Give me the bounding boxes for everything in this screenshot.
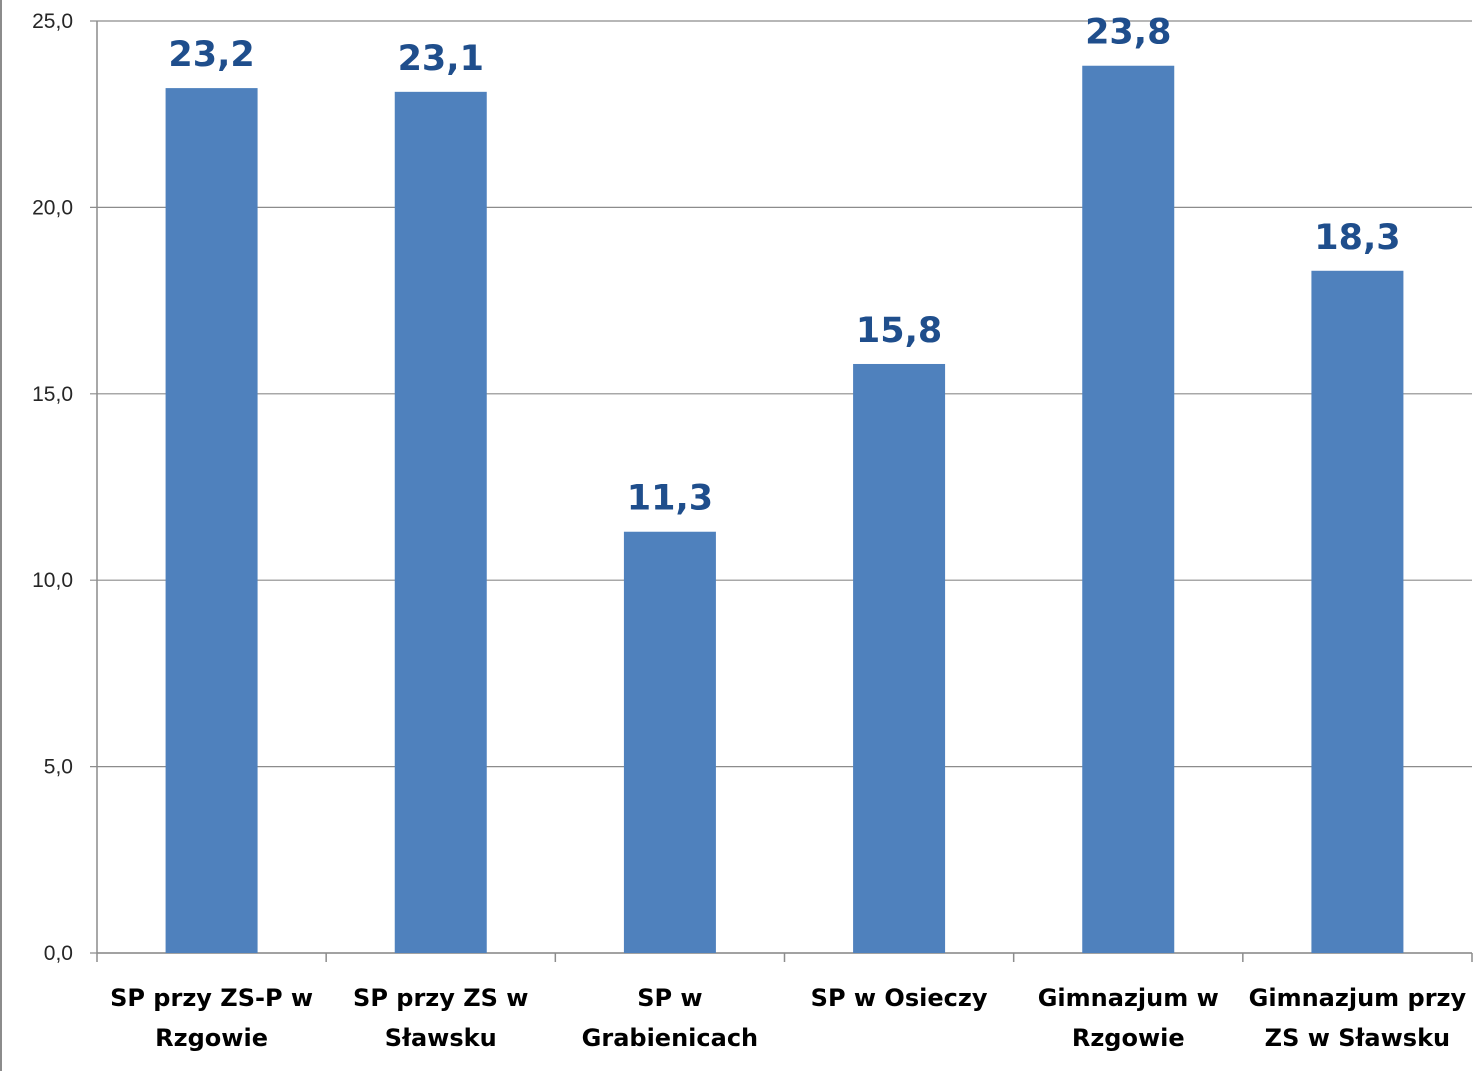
x-category-label-line: Rzgowie [155,1024,268,1052]
x-category-label: Gimnazjum w Rzgowie [1038,984,1219,1052]
labels: 23,2 SP przy ZS-P w Rzgowie 23,1 SP przy ZS … [110,13,1466,1052]
x-category-label: SP przy ZS-P w Rzgowie [110,984,313,1052]
axes: 0,0 5,0 10,0 15,0 20,0 25,0 [32,10,1473,965]
x-category-label: Gimnazjum przy ZS w Sławsku [1249,984,1467,1052]
data-label: 23,8 [1085,13,1171,53]
x-category-label-line: SP przy ZS-P w [110,984,313,1012]
data-label: 15,8 [856,311,942,351]
bar [1082,65,1175,953]
y-tick-label: 5,0 [44,756,73,779]
x-category-label-line: SP w [637,984,702,1012]
bar [394,91,487,953]
y-tick-label: 10,0 [32,569,73,592]
x-category-label-line: Sławsku [385,1024,497,1052]
x-category-label: SP przy ZS w Sławsku [353,984,528,1052]
bar [165,88,258,953]
x-category-label-line: ZS w Sławsku [1265,1024,1450,1052]
y-tick-label: 25,0 [32,10,73,33]
y-tick-label: 0,0 [44,942,73,965]
x-category-label-line: Gimnazjum przy [1249,984,1467,1012]
data-label: 11,3 [627,479,713,519]
data-label: 23,2 [168,35,254,75]
y-tick-label: 20,0 [32,196,73,219]
data-label: 18,3 [1314,218,1400,258]
x-category-label-line: Grabienicach [582,1024,758,1052]
bar [1311,270,1404,953]
bars [165,65,1404,953]
y-tick-label: 15,0 [32,383,73,406]
x-category-label: SP w Grabienicach [582,984,758,1052]
data-label: 23,1 [398,39,484,79]
x-category-label: SP w Osieczy [811,984,988,1012]
bar [623,531,716,953]
x-category-label-line: SP w Osieczy [811,984,988,1012]
gridlines [90,20,1472,954]
x-category-label-line: SP przy ZS w [353,984,528,1012]
bar [853,363,946,953]
x-category-label-line: Gimnazjum w [1038,984,1219,1012]
x-category-label-line: Rzgowie [1072,1024,1185,1052]
